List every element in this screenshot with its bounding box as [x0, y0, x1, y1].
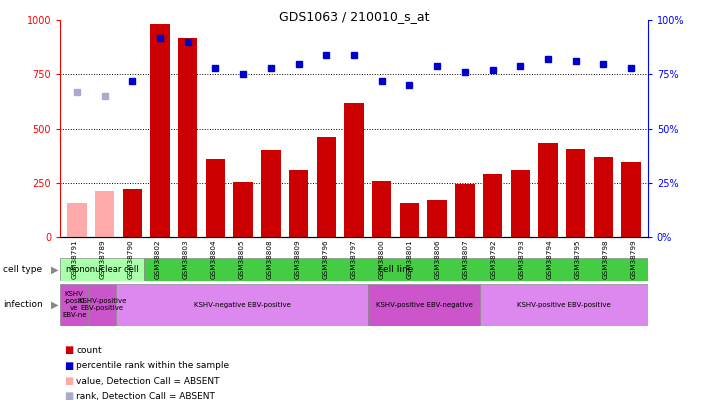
Text: GSM38795: GSM38795: [575, 239, 581, 279]
Bar: [455, 184, 474, 237]
Text: GSM38801: GSM38801: [407, 239, 413, 279]
Bar: [67, 203, 86, 237]
Text: GSM38806: GSM38806: [435, 239, 441, 279]
Bar: [289, 170, 308, 237]
Text: GSM38791: GSM38791: [72, 239, 77, 279]
Bar: [88, 284, 116, 326]
Text: ■: ■: [64, 345, 73, 355]
Text: GSM38809: GSM38809: [295, 239, 301, 279]
Text: GSM38790: GSM38790: [127, 239, 133, 279]
Bar: [372, 181, 392, 237]
Bar: [95, 192, 114, 237]
Text: KSHV-positive EBV-negative: KSHV-positive EBV-negative: [375, 302, 472, 308]
Text: GDS1063 / 210010_s_at: GDS1063 / 210010_s_at: [279, 10, 429, 23]
Text: ■: ■: [64, 392, 73, 401]
Bar: [116, 284, 368, 326]
Bar: [261, 150, 280, 237]
Text: value, Detection Call = ABSENT: value, Detection Call = ABSENT: [76, 377, 220, 386]
Text: KSHV-positive
EBV-positive: KSHV-positive EBV-positive: [78, 298, 126, 311]
Bar: [428, 200, 447, 237]
Text: GSM38797: GSM38797: [351, 239, 357, 279]
Text: KSHV-positive EBV-positive: KSHV-positive EBV-positive: [517, 302, 611, 308]
Bar: [316, 137, 336, 237]
Text: rank, Detection Call = ABSENT: rank, Detection Call = ABSENT: [76, 392, 215, 401]
Bar: [510, 170, 530, 237]
Bar: [538, 143, 558, 237]
Text: cell type: cell type: [3, 265, 42, 274]
Text: GSM38800: GSM38800: [379, 239, 385, 279]
Text: GSM38792: GSM38792: [491, 239, 497, 279]
Text: GSM38793: GSM38793: [519, 239, 525, 279]
Bar: [144, 258, 648, 281]
Bar: [234, 182, 253, 237]
Text: ■: ■: [64, 376, 73, 386]
Text: KSHV
-positi
ve
EBV-ne: KSHV -positi ve EBV-ne: [62, 291, 86, 318]
Text: GSM38803: GSM38803: [183, 239, 189, 279]
Text: percentile rank within the sample: percentile rank within the sample: [76, 361, 229, 370]
Bar: [622, 162, 641, 237]
Text: count: count: [76, 346, 102, 355]
Text: GSM38799: GSM38799: [631, 239, 636, 279]
Text: cell line: cell line: [378, 265, 413, 274]
Bar: [480, 284, 648, 326]
Bar: [60, 258, 144, 281]
Text: GSM38805: GSM38805: [239, 239, 245, 279]
Text: mononuclear cell: mononuclear cell: [66, 265, 139, 274]
Text: infection: infection: [3, 300, 42, 309]
Bar: [483, 174, 502, 237]
Text: GSM38789: GSM38789: [99, 239, 105, 279]
Bar: [594, 157, 613, 237]
Text: GSM38807: GSM38807: [463, 239, 469, 279]
Bar: [150, 23, 170, 237]
Bar: [400, 203, 419, 237]
Text: GSM38798: GSM38798: [603, 239, 609, 279]
Bar: [368, 284, 480, 326]
Text: KSHV-negative EBV-positive: KSHV-negative EBV-positive: [193, 302, 290, 308]
Text: ▶: ▶: [51, 300, 59, 310]
Bar: [566, 149, 586, 237]
Text: GSM38804: GSM38804: [211, 239, 217, 279]
Text: GSM38808: GSM38808: [267, 239, 273, 279]
Bar: [206, 159, 225, 237]
Text: ■: ■: [64, 361, 73, 371]
Bar: [344, 102, 364, 237]
Text: ▶: ▶: [51, 265, 59, 275]
Text: GSM38802: GSM38802: [155, 239, 161, 279]
Bar: [178, 38, 198, 237]
Text: GSM38794: GSM38794: [547, 239, 553, 279]
Text: GSM38796: GSM38796: [323, 239, 329, 279]
Bar: [60, 284, 88, 326]
Bar: [122, 189, 142, 237]
